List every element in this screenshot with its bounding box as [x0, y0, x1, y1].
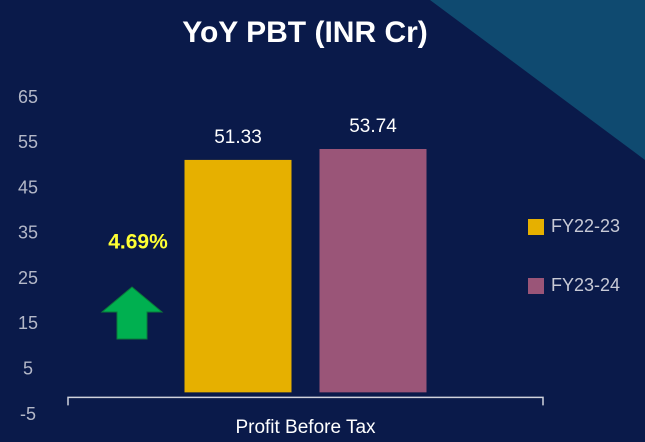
corner-decoration	[430, 0, 645, 160]
y-tick-label: 45	[18, 177, 38, 197]
chart-title: YoY PBT (INR Cr)	[182, 16, 428, 49]
legend-swatch	[528, 219, 544, 235]
annotation: 4.69%	[108, 231, 168, 254]
x-axis	[67, 396, 544, 406]
y-tick-label: -5	[20, 404, 36, 424]
y-tick-label: 55	[18, 132, 38, 152]
x-tick-label: Profit Before Tax	[235, 417, 376, 438]
data-label: 51.33	[214, 127, 262, 148]
y-tick-label: 25	[18, 268, 38, 288]
bar	[319, 148, 427, 393]
data-label: 53.74	[349, 116, 397, 137]
legend-label: FY22-23	[551, 216, 620, 236]
y-tick-label: 35	[18, 223, 38, 243]
legend-swatch	[528, 278, 544, 294]
up-arrow	[100, 286, 164, 340]
y-tick-label: 15	[18, 313, 38, 333]
y-tick-label: 5	[23, 358, 33, 378]
legend-label: FY23-24	[551, 275, 620, 295]
bar	[184, 159, 292, 393]
y-tick-label: 65	[18, 87, 38, 107]
